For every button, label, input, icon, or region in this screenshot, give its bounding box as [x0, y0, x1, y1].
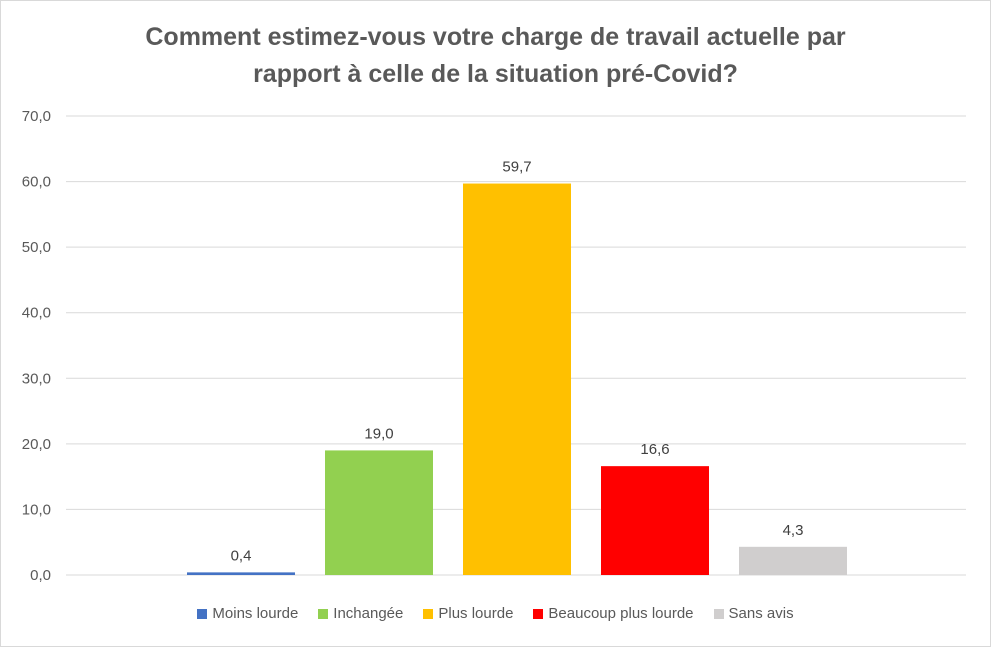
legend: Moins lourde Inchangée Plus lourde Beaucoup… — [1, 605, 990, 622]
y-tick-label: 70,0 — [22, 108, 51, 125]
y-tick-label: 10,0 — [22, 501, 51, 518]
chart-title-line-2: rapport à celle de la situation pré-Covi… — [253, 60, 738, 88]
legend-item: Moins lourde — [197, 605, 298, 622]
data-labels: 0,4 19,0 59,7 16,6 4,3 — [231, 159, 804, 565]
legend-label: Beaucoup plus lourde — [548, 605, 694, 622]
y-tick-label: 30,0 — [22, 370, 51, 387]
y-tick-label: 40,0 — [22, 305, 51, 322]
bar — [739, 546, 847, 575]
legend-swatch — [318, 608, 329, 619]
y-tick-label: 50,0 — [22, 239, 51, 256]
y-tick-label: 0,0 — [30, 567, 51, 584]
bar — [601, 466, 709, 575]
bar — [187, 572, 295, 575]
data-label: 19,0 — [364, 425, 393, 442]
legend-item: Beaucoup plus lourde — [533, 605, 694, 622]
data-label: 59,7 — [502, 159, 531, 176]
legend-label: Sans avis — [728, 605, 794, 622]
legend-swatch — [713, 608, 724, 619]
y-axis-tick-labels: 0,0 10,0 20,0 30,0 40,0 50,0 60,0 70,0 — [22, 108, 51, 584]
legend-label: Inchangée — [333, 605, 404, 622]
legend-swatch — [533, 608, 544, 619]
y-tick-label: 60,0 — [22, 174, 51, 191]
bar — [463, 183, 571, 575]
bar — [325, 450, 433, 575]
legend-item: Inchangée — [318, 605, 403, 622]
bars — [187, 183, 847, 575]
data-label: 0,4 — [231, 547, 252, 564]
y-tick-label: 20,0 — [22, 436, 51, 453]
chart-title-line-1: Comment estimez-vous votre charge de tra… — [145, 23, 846, 51]
legend-label: Plus lourde — [438, 605, 514, 622]
legend-item: Sans avis — [713, 605, 794, 622]
legend-item: Plus lourde — [423, 605, 513, 622]
legend-swatch — [423, 608, 434, 619]
data-label: 4,3 — [783, 522, 804, 539]
legend-swatch — [197, 608, 208, 619]
chart-title: Comment estimez-vous votre charge de tra… — [1, 19, 990, 93]
legend-label: Moins lourde — [212, 605, 299, 622]
data-label: 16,6 — [640, 441, 669, 458]
